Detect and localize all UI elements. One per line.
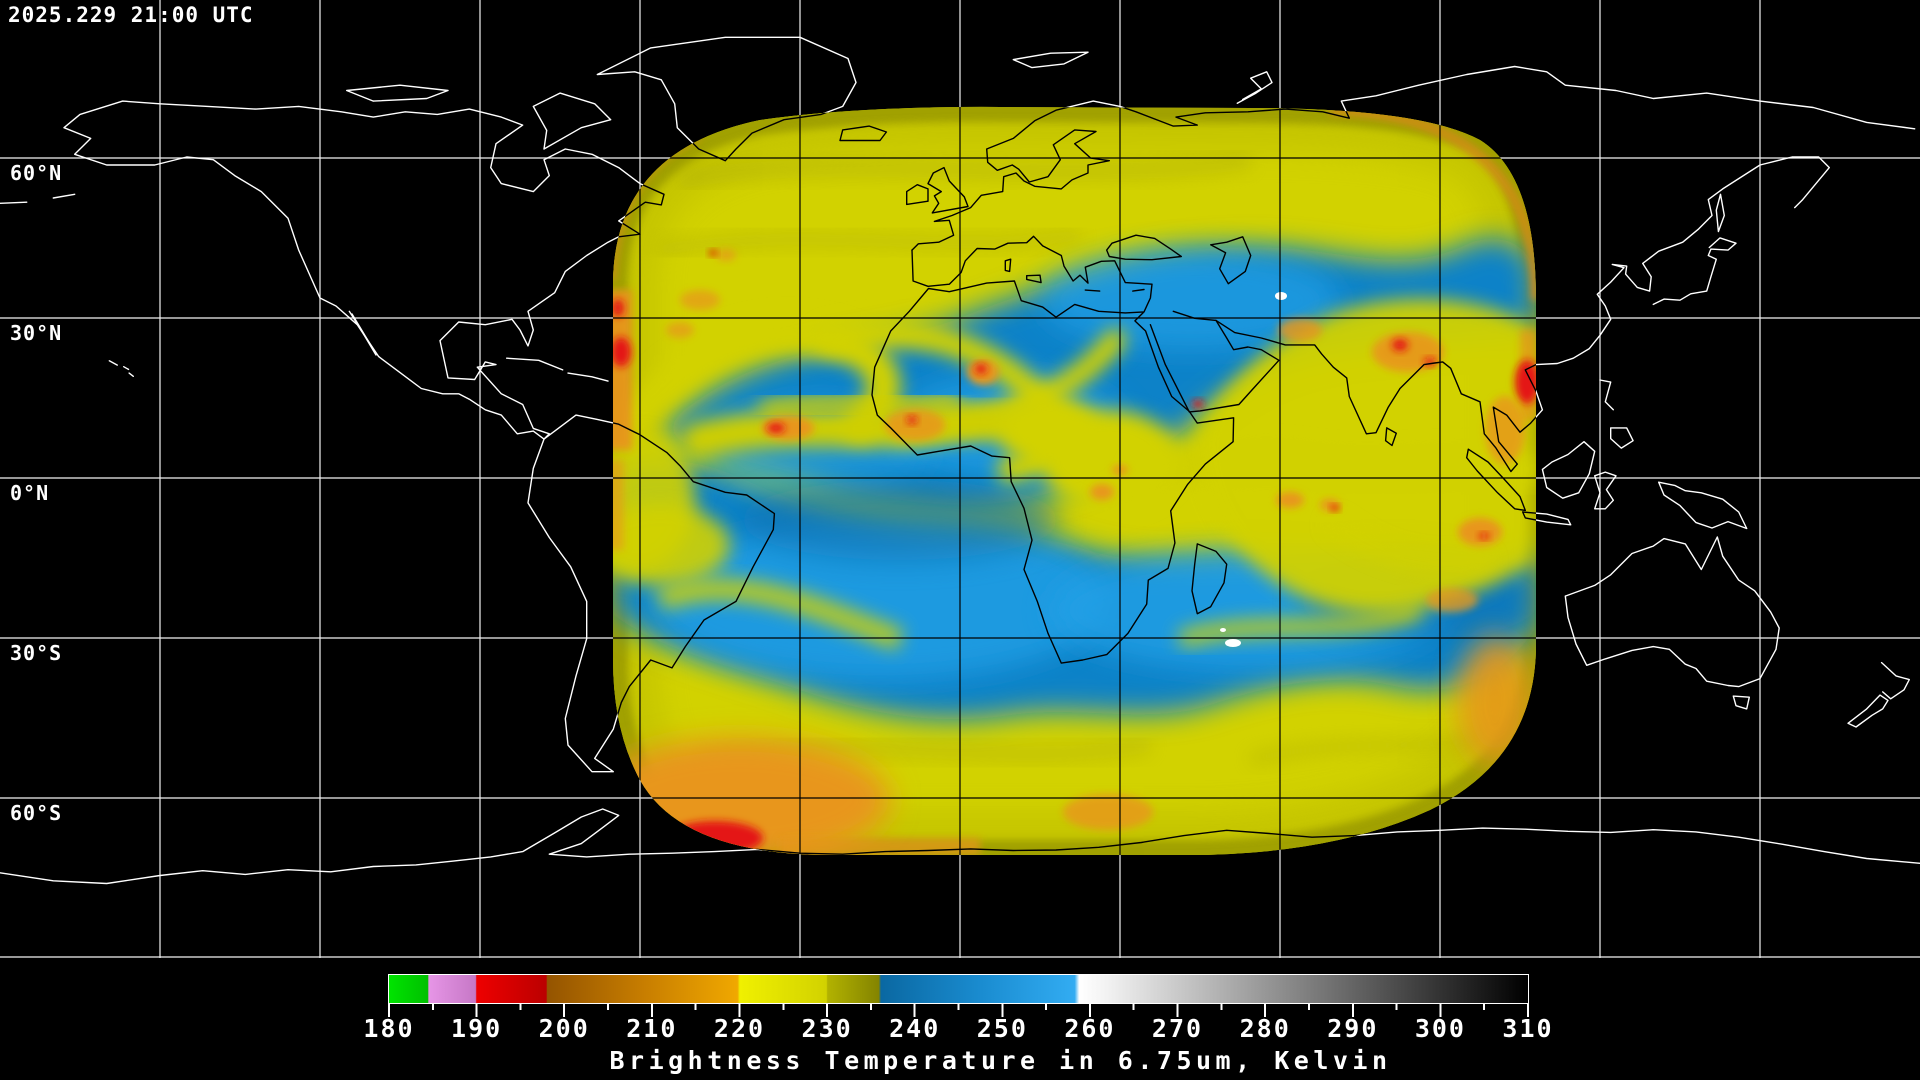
colorbar-tick-label: 220 (713, 1014, 766, 1043)
colorbar-gradient (388, 974, 1529, 1004)
colorbar-tick-label: 190 (451, 1014, 503, 1043)
colorbar-tick-label: 300 (1414, 1014, 1466, 1043)
colorbar-tick-label: 240 (889, 1014, 941, 1043)
warm-speck (1220, 628, 1226, 632)
colorbar-tick-label: 210 (626, 1014, 678, 1043)
colorbar-tick-label: 310 (1502, 1014, 1554, 1043)
colorbar-caption: Brightness Temperature in 6.75um, Kelvin (609, 1046, 1392, 1075)
warm-speck (1275, 292, 1287, 300)
colorbar-major-ticks (388, 1003, 1530, 1017)
colorbar-tick-label: 230 (801, 1014, 853, 1043)
timestamp: 2025.229 21:00 UTC (8, 3, 254, 27)
latitude-label-30s: 30°S (10, 641, 63, 665)
colorbar-tick-label: 270 (1151, 1014, 1204, 1043)
latitude-label-60s: 60°S (10, 801, 63, 825)
colorbar-tick-label: 260 (1064, 1014, 1116, 1043)
latitude-label-60n: 60°N (10, 161, 63, 185)
warm-speck (1225, 639, 1241, 647)
world-map (0, 0, 1920, 958)
satellite-swath (613, 106, 1536, 856)
colorbar-tick-label: 250 (976, 1014, 1028, 1043)
latitude-label-0n: 0°N (10, 481, 50, 505)
colorbar-tick-label: 180 (363, 1014, 415, 1043)
colorbar-tick-label: 280 (1239, 1014, 1291, 1043)
colorbar-tick-label: 290 (1327, 1014, 1379, 1043)
latitude-label-30n: 30°N (10, 321, 63, 345)
colorbar-tick-label: 200 (538, 1014, 590, 1043)
